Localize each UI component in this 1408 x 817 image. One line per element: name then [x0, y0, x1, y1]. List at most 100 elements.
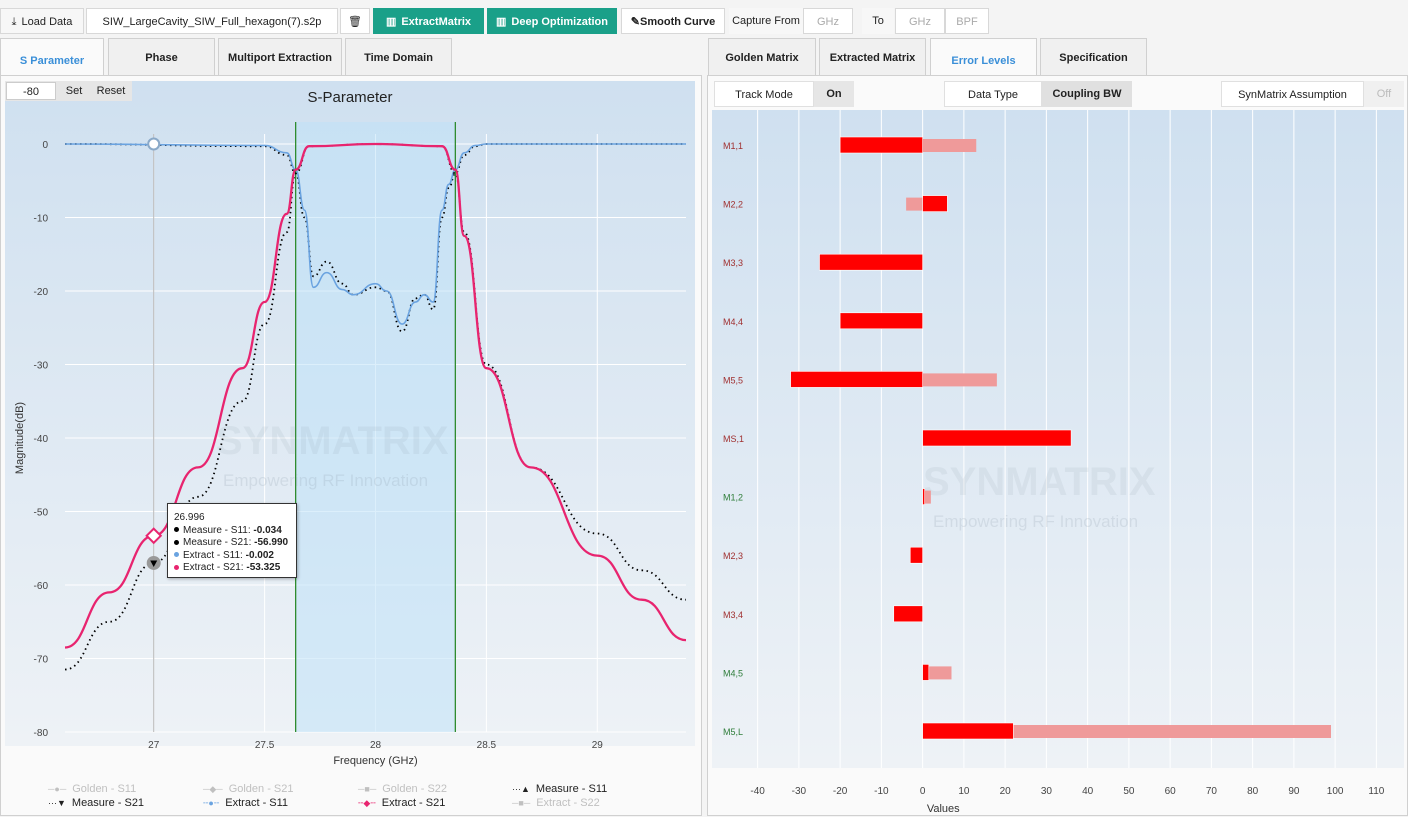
set-button[interactable]: Set — [65, 85, 83, 97]
tab-multiport-extraction[interactable]: Multiport Extraction — [218, 38, 342, 75]
tooltip-label: Extract - S11: — [183, 549, 246, 561]
legend-label: Measure - S11 — [535, 783, 608, 795]
error-bar-light — [922, 666, 952, 680]
x-tick-label: 110 — [1368, 786, 1384, 797]
legend-label: Extract - S11 — [225, 797, 289, 809]
legend-item[interactable]: ─●─ Golden - S11 — [48, 783, 136, 795]
x-tick-label: 28 — [370, 740, 382, 751]
hover-point-s11 — [147, 137, 161, 151]
tab-s-parameter[interactable]: S Parameter — [0, 38, 104, 75]
x-axis-label: Values — [927, 803, 960, 815]
track-mode-toggle[interactable]: On — [814, 81, 854, 107]
deep-optimization-button[interactable]: ▥ Deep Optimization — [487, 8, 617, 34]
error-bar-dark — [922, 429, 1072, 447]
error-levels-chart[interactable]: SYNMATRIX Empowering RF Innovation -40 -3… — [708, 110, 1407, 815]
tab-specification[interactable]: Specification — [1040, 38, 1147, 75]
reset-button[interactable]: Reset — [96, 85, 126, 97]
coupling-bw-toggle[interactable]: Coupling BW — [1042, 81, 1132, 107]
tooltip-label: Extract - S21: — [183, 562, 247, 573]
legend-item[interactable]: ╌◆╌ Extract - S21 — [358, 797, 445, 809]
capture-to-unit[interactable]: GHz — [895, 8, 945, 34]
x-tick-label: 30 — [1041, 786, 1053, 797]
legend-label: Golden - S11 — [72, 783, 137, 795]
error-bar-light — [922, 490, 931, 504]
legend-item[interactable]: ─◆─ Golden - S21 — [203, 783, 294, 795]
x-tick-label: 100 — [1327, 786, 1344, 797]
category-label: MS,1 — [723, 434, 744, 444]
x-tick-label: 90 — [1288, 786, 1300, 797]
series-dot-icon — [174, 564, 179, 570]
y-tick-label: -60 — [34, 581, 49, 592]
x-tick-label: 40 — [1082, 786, 1094, 797]
hover-point-extract-s21 — [145, 527, 163, 545]
passband-region — [295, 122, 456, 732]
y-tick-label: 0 — [42, 140, 48, 151]
error-bar-dark — [839, 136, 923, 154]
error-bar-dark — [790, 371, 923, 388]
capture-from-unit[interactable]: GHz — [803, 8, 853, 34]
category-label: M4,4 — [723, 317, 743, 327]
y-tick-label: -70 — [34, 655, 49, 666]
x-tick-label: -10 — [874, 786, 889, 797]
category-label: M5,L — [723, 727, 743, 737]
error-levels-panel: Track Mode On Data Type Coupling BW SynM… — [707, 75, 1408, 816]
x-tick-label: 27.5 — [255, 740, 275, 751]
tab-extracted-matrix[interactable]: Extracted Matrix — [819, 38, 926, 75]
y-tick-label: -20 — [34, 287, 49, 298]
x-tick-label: -40 — [750, 786, 765, 797]
tooltip-x: 26.996 — [174, 512, 205, 523]
y-tick-label: -10 — [34, 214, 49, 225]
tooltip-value: -0.002 — [245, 549, 274, 561]
legend-item[interactable]: ···▼ Measure - S21 — [48, 797, 144, 809]
category-label: M1,1 — [723, 141, 743, 151]
tooltip-label: Measure - S11: — [183, 524, 254, 536]
x-tick-label: 29 — [592, 740, 604, 751]
upload-icon: ⤓ — [11, 16, 17, 28]
x-axis-label: Frequency (GHz) — [333, 755, 417, 767]
x-tick-label: 60 — [1165, 786, 1177, 797]
series-dot-icon — [174, 539, 179, 545]
smooth-curve-button[interactable]: ✎Smooth Curve — [621, 8, 725, 34]
to-label: To — [862, 8, 894, 34]
data-type-label: Data Type — [944, 81, 1042, 107]
tooltip-row: Extract - S21: -53.325 — [174, 562, 296, 575]
s-parameter-panel: 0 -10 -20 -30 -40 -50 -60 -70 -80 27 27.5 28 28.5 29 F… — [0, 75, 702, 816]
tab-phase[interactable]: Phase — [108, 38, 215, 75]
trash-icon[interactable]: 🗑 — [340, 8, 370, 34]
legend-label: Golden - S22 — [382, 783, 448, 795]
axis-min-input[interactable]: -80 — [6, 82, 56, 100]
bpf-field[interactable]: BPF — [945, 8, 989, 34]
legend-item[interactable]: ╌●╌ Extract - S11 — [203, 797, 288, 809]
tab-golden-matrix[interactable]: Golden Matrix — [708, 38, 816, 75]
chart-icon: ▥ — [496, 16, 507, 28]
legend-marker-icon: ╌●╌ — [203, 798, 220, 808]
legend-label: Extract - S21 — [381, 797, 446, 809]
y-tick-label: -40 — [34, 434, 49, 445]
x-tick-label: 27 — [148, 740, 160, 751]
legend-item[interactable]: ···▲ Measure - S11 — [512, 783, 607, 795]
tooltip-value: -0.034 — [253, 524, 282, 536]
watermark-title-right: SYNMATRIX — [923, 460, 1156, 504]
watermark-tagline-right: Empowering RF Innovation — [933, 512, 1138, 531]
series-dot-icon — [174, 552, 179, 558]
legend-item[interactable]: ─■─ Golden - S22 — [358, 783, 447, 795]
extract-matrix-button[interactable]: ▥ ExtractMatrix — [373, 8, 484, 34]
legend-item[interactable]: ─■─ Extract - S22 — [512, 797, 600, 809]
y-tick-label: -80 — [34, 728, 49, 739]
category-label: M3,4 — [723, 610, 743, 620]
x-tick-label: 50 — [1123, 786, 1135, 797]
error-bar-dark — [839, 312, 923, 330]
tab-time-domain[interactable]: Time Domain — [345, 38, 452, 75]
tab-error-levels[interactable]: Error Levels — [930, 38, 1037, 75]
s-parameter-chart[interactable]: 0 -10 -20 -30 -40 -50 -60 -70 -80 27 27.5 28 28.5 29 F… — [1, 76, 701, 817]
legend-marker-icon: ─■─ — [358, 784, 377, 794]
error-bar-dark — [922, 722, 1014, 740]
load-data-button[interactable]: ⤓ Load Data — [0, 8, 84, 34]
x-tick-label: 70 — [1206, 786, 1218, 797]
file-name-field[interactable]: SIW_LargeCavity_SIW_Full_hexagon(7).s2p — [86, 8, 338, 34]
assumption-toggle[interactable]: Off — [1364, 81, 1404, 107]
legend-marker-icon: ─◆─ — [203, 784, 223, 794]
legend-marker-icon: ╌◆╌ — [358, 798, 376, 808]
legend-label: Measure - S21 — [71, 797, 145, 809]
error-bar-dark — [909, 546, 923, 564]
